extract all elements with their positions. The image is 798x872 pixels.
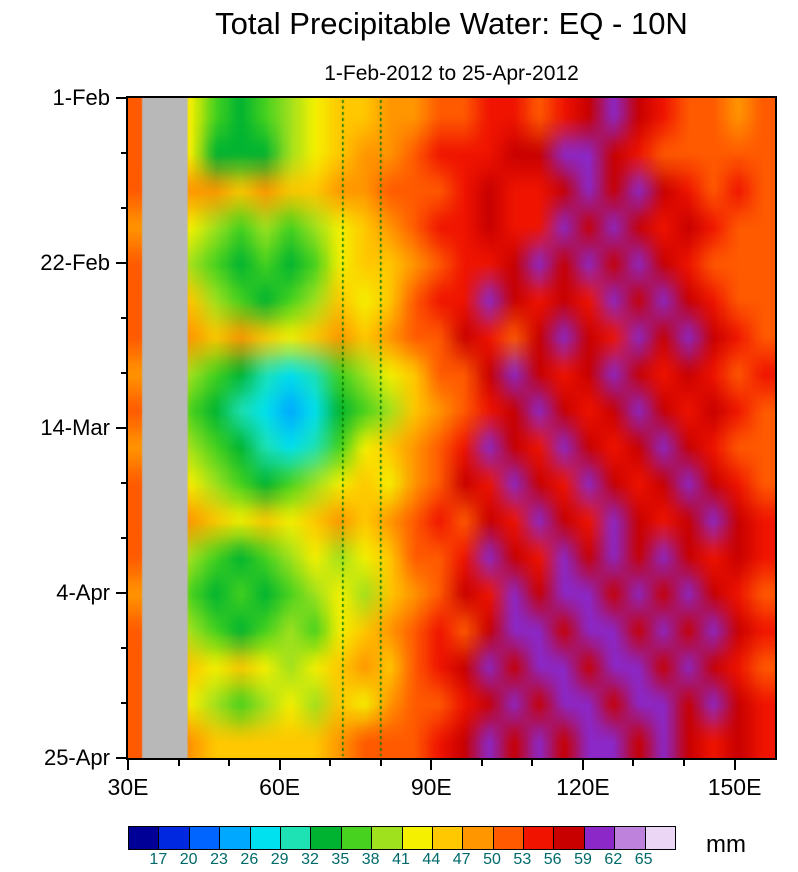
- y-tick-label: 4-Apr: [56, 580, 110, 605]
- colorbar-segment: [341, 827, 373, 849]
- y-tick-label: 25-Apr: [43, 745, 110, 770]
- colorbar-tick-label: 56: [543, 851, 562, 868]
- colorbar-tick-label: 32: [301, 851, 319, 868]
- chart-subtitle: 1-Feb-2012 to 25-Apr-2012: [324, 62, 579, 85]
- colorbar-tick-label: 20: [179, 851, 198, 868]
- colorbar-segment: [554, 827, 585, 849]
- x-minor-tick: [228, 760, 231, 766]
- colorbar-tick-label: 26: [240, 851, 259, 868]
- x-tick-label: 90E: [410, 774, 452, 800]
- y-minor-tick: [121, 646, 126, 649]
- y-minor-tick: [121, 372, 126, 375]
- y-minor-tick: [121, 537, 126, 540]
- y-minor-tick: [121, 207, 126, 210]
- colorbar-tick-label: 17: [149, 851, 168, 868]
- y-major-tick: [116, 427, 126, 429]
- y-minor-tick: [121, 151, 126, 154]
- y-minor-tick: [121, 481, 126, 484]
- plot-area: [126, 96, 777, 760]
- colorbar-segment: [402, 827, 433, 849]
- colorbar-tick-label: 41: [392, 851, 410, 868]
- colorbar-tick-label: 50: [483, 851, 501, 868]
- colorbar-tick-label: 38: [361, 851, 380, 868]
- x-major-tick: [127, 760, 129, 770]
- y-major-tick: [116, 757, 126, 759]
- colorbar: [128, 826, 676, 850]
- colorbar-tick-label: 47: [452, 851, 471, 868]
- x-minor-tick: [531, 760, 534, 766]
- colorbar-segment: [220, 827, 251, 849]
- x-tick-label: 60E: [259, 774, 301, 800]
- colorbar-segment: [311, 827, 342, 849]
- colorbar-segment: [615, 827, 646, 849]
- x-minor-tick: [683, 760, 686, 766]
- y-tick-label: 1-Feb: [52, 85, 110, 110]
- x-tick-label: 150E: [707, 774, 762, 800]
- colorbar-tick-label: 29: [270, 851, 289, 868]
- colorbar-segment: [463, 827, 494, 849]
- heatmap-canvas: [128, 98, 775, 758]
- x-major-tick: [581, 760, 584, 770]
- colorbar-tick-label: 35: [331, 851, 350, 868]
- x-tick-label: 30E: [107, 774, 149, 800]
- colorbar-units-label: mm: [706, 831, 746, 858]
- x-major-tick: [430, 760, 433, 770]
- colorbar-segment: [524, 827, 555, 849]
- colorbar-segment: [159, 827, 190, 849]
- colorbar-segment: [584, 827, 616, 849]
- colorbar-tick-label: 44: [422, 851, 441, 868]
- colorbar-tick-label: 23: [210, 851, 228, 868]
- x-tick-label: 120E: [556, 774, 610, 800]
- x-minor-tick: [379, 760, 382, 766]
- colorbar-tick-label: 62: [604, 851, 623, 868]
- y-major-tick: [116, 262, 126, 264]
- x-minor-tick: [480, 760, 483, 766]
- y-tick-label: 22-Feb: [40, 250, 110, 275]
- colorbar-segment: [372, 827, 403, 849]
- x-minor-tick: [329, 760, 332, 766]
- x-minor-tick: [632, 760, 635, 766]
- colorbar-segment: [129, 827, 160, 849]
- y-tick-label: 14-Mar: [40, 415, 110, 440]
- colorbar-segment: [280, 827, 312, 849]
- colorbar-segment: [493, 827, 525, 849]
- colorbar-tick-label: 65: [634, 851, 653, 868]
- colorbar-segment: [250, 827, 281, 849]
- y-major-tick: [116, 592, 126, 594]
- chart-title: Total Precipitable Water: EQ - 10N: [215, 6, 688, 41]
- colorbar-tick-label: 59: [574, 851, 592, 868]
- x-minor-tick: [177, 760, 180, 766]
- x-major-tick: [278, 760, 281, 770]
- colorbar-segment: [645, 827, 676, 849]
- colorbar-tick-label: 53: [513, 851, 532, 868]
- y-major-tick: [116, 97, 126, 99]
- y-minor-tick: [121, 316, 126, 319]
- y-minor-tick: [121, 702, 126, 705]
- colorbar-segment: [432, 827, 464, 849]
- x-major-tick: [733, 760, 736, 770]
- colorbar-segment: [189, 827, 221, 849]
